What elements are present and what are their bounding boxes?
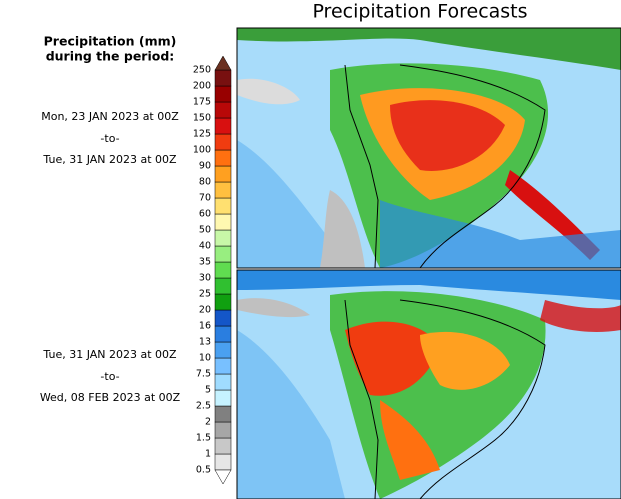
colorbar-label: 1.5 [196, 433, 211, 444]
colorbar-segment [214, 373, 232, 391]
legend-title: during the period: [46, 49, 175, 64]
colorbar-segment [214, 293, 232, 311]
colorbar-segment [214, 117, 232, 135]
colorbar-segment [214, 165, 232, 183]
colorbar-segment [214, 309, 232, 327]
map-bottom [237, 270, 621, 499]
colorbar-segment [214, 229, 232, 247]
colorbar-segment [214, 277, 232, 295]
colorbar-label: 0.5 [196, 465, 211, 476]
colorbar-label: 150 [193, 113, 211, 124]
colorbar-label: 7.5 [196, 369, 211, 380]
colorbar-segment [214, 357, 232, 375]
colorbar-label: 80 [199, 177, 211, 188]
map-top [237, 28, 621, 268]
period-separator: -to- [100, 132, 119, 145]
colorbar-segment [214, 133, 232, 151]
period-end: Tue, 31 JAN 2023 at 00Z [42, 153, 177, 166]
legend-title: Precipitation (mm) [44, 34, 177, 49]
colorbar-label: 200 [193, 81, 211, 92]
colorbar-label: 2.5 [196, 401, 211, 412]
colorbar-segment [214, 213, 232, 231]
colorbar-label: 60 [199, 209, 211, 220]
period-start: Tue, 31 JAN 2023 at 00Z [42, 348, 177, 361]
colorbar-segment [214, 245, 232, 263]
colorbar-label: 50 [199, 225, 211, 236]
colorbar-over-arrow [214, 55, 232, 71]
colorbar-segment [214, 197, 232, 215]
colorbar-label: 70 [199, 193, 211, 204]
colorbar-label: 40 [199, 241, 211, 252]
period-separator: -to- [100, 370, 119, 383]
colorbar-segment [214, 341, 232, 359]
colorbar-label: 1 [205, 449, 211, 460]
colorbar-label: 100 [193, 145, 211, 156]
colorbar-under-arrow [214, 469, 232, 485]
colorbar-label: 90 [199, 161, 211, 172]
colorbar: 0.5 1 1.5 2 2.5 5 7.5 10 13 16 20 25 30 35 40 50 60 70 80 9… [193, 55, 232, 485]
colorbar-segment [214, 389, 232, 407]
colorbar-label: 13 [199, 337, 211, 348]
colorbar-label: 16 [199, 321, 211, 332]
map-frame [236, 27, 621, 269]
colorbar-segment [214, 261, 232, 279]
colorbar-segment [214, 101, 232, 119]
colorbar-label: 250 [193, 65, 211, 76]
colorbar-label: 35 [199, 257, 211, 268]
colorbar-label: 20 [199, 305, 211, 316]
colorbar-segment [214, 69, 232, 87]
colorbar-label: 10 [199, 353, 211, 364]
colorbar-label: 25 [199, 289, 211, 300]
title: Precipitation Forecasts [312, 1, 527, 23]
colorbar-segment [214, 325, 232, 343]
colorbar-segment [214, 405, 232, 423]
colorbar-label: 5 [205, 385, 211, 396]
colorbar-label: 2 [205, 417, 211, 428]
colorbar-segment [214, 149, 232, 167]
colorbar-label: 175 [193, 97, 211, 108]
colorbar-segment [214, 421, 232, 439]
colorbar-segment [214, 453, 232, 471]
period-end: Wed, 08 FEB 2023 at 00Z [40, 391, 181, 404]
colorbar-label: 125 [193, 129, 211, 140]
period-start: Mon, 23 JAN 2023 at 00Z [41, 110, 179, 123]
map-frame [236, 269, 621, 499]
colorbar-segment [214, 181, 232, 199]
colorbar-segment [214, 85, 232, 103]
colorbar-segment [214, 437, 232, 455]
colorbar-label: 30 [199, 273, 211, 284]
